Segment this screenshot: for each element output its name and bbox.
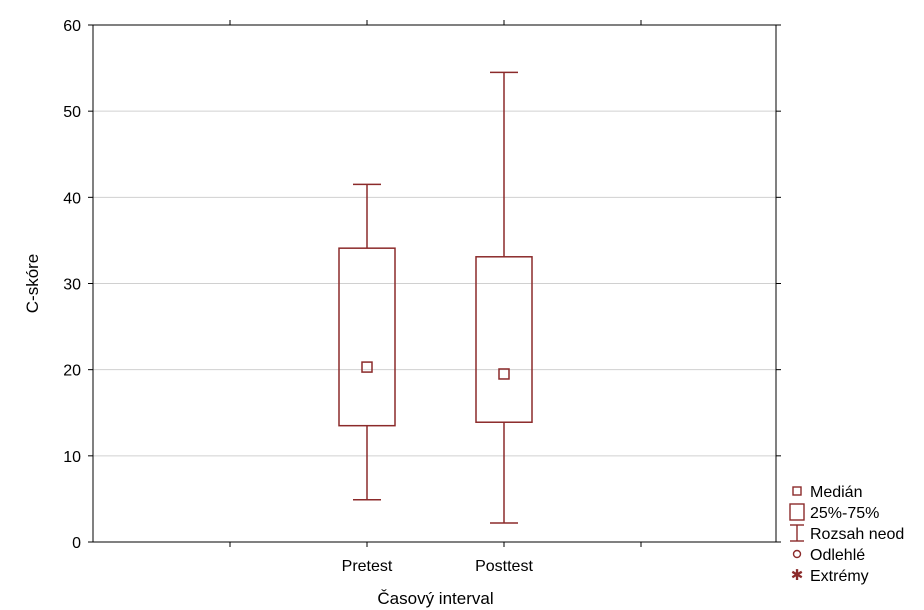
x-axis-title: Časový interval xyxy=(377,589,493,608)
legend-item-box: 25%-75% xyxy=(789,503,879,522)
y-tick-label: 40 xyxy=(63,190,81,207)
legend: Medián 25%-75% Rozsah neod Odlehlé ✱ Extrémy xyxy=(789,484,904,585)
legend-label: Odlehlé xyxy=(810,547,865,564)
legend-item-small-square: Medián xyxy=(792,484,862,501)
grid-lines xyxy=(93,110,776,457)
legend-outlier-icon xyxy=(792,549,802,559)
median-marker xyxy=(498,368,510,380)
y-tick-label: 30 xyxy=(63,277,81,294)
box-posttest xyxy=(475,71,533,524)
legend-item-asterisk: ✱ Extrémy xyxy=(791,566,869,585)
legend-box-icon xyxy=(789,503,805,521)
axis-ticks: 0 10 20 30 40 50 60 Pretest Posttest xyxy=(63,18,781,575)
y-tick-label: 20 xyxy=(63,363,81,380)
y-tick-label: 10 xyxy=(63,449,81,466)
legend-label: 25%-75% xyxy=(810,505,879,522)
legend-median-icon xyxy=(792,486,802,496)
legend-extreme-icon: ✱ xyxy=(791,566,804,584)
legend-item-range: Rozsah neod xyxy=(790,524,904,543)
box-series xyxy=(338,71,533,524)
x-tick-label: Pretest xyxy=(342,558,393,575)
y-tick-label: 50 xyxy=(63,104,81,121)
y-tick-label: 60 xyxy=(63,18,81,35)
iqr-box xyxy=(338,247,396,427)
legend-label: Extrémy xyxy=(810,568,869,585)
box-pretest xyxy=(338,183,396,501)
y-axis-title: C-skóre xyxy=(23,254,42,314)
iqr-box xyxy=(475,256,533,423)
x-tick-label: Posttest xyxy=(475,558,533,575)
legend-label: Medián xyxy=(810,484,862,501)
legend-label: Rozsah neod xyxy=(810,526,904,543)
y-tick-label: 0 xyxy=(72,535,81,552)
median-marker xyxy=(361,361,373,373)
legend-item-circle: Odlehlé xyxy=(792,547,865,564)
